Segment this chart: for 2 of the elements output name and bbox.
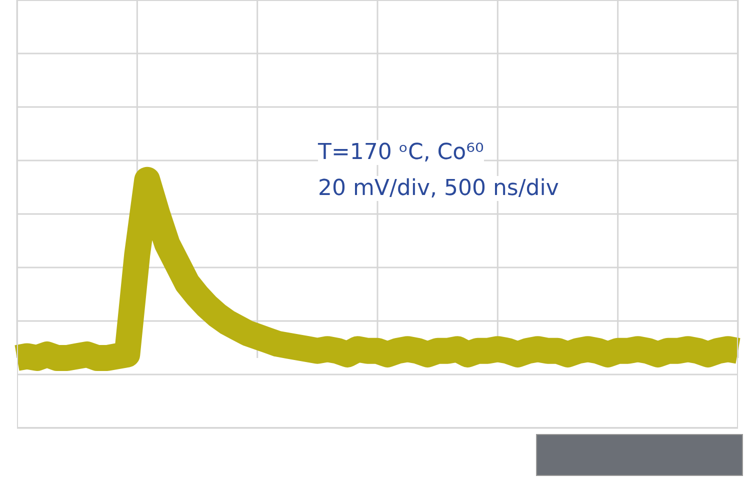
annotation: 20 mV/div, 500 ns/div: [318, 176, 559, 201]
text: T=170 ᵒC, Co⁶⁰: [318, 140, 484, 165]
